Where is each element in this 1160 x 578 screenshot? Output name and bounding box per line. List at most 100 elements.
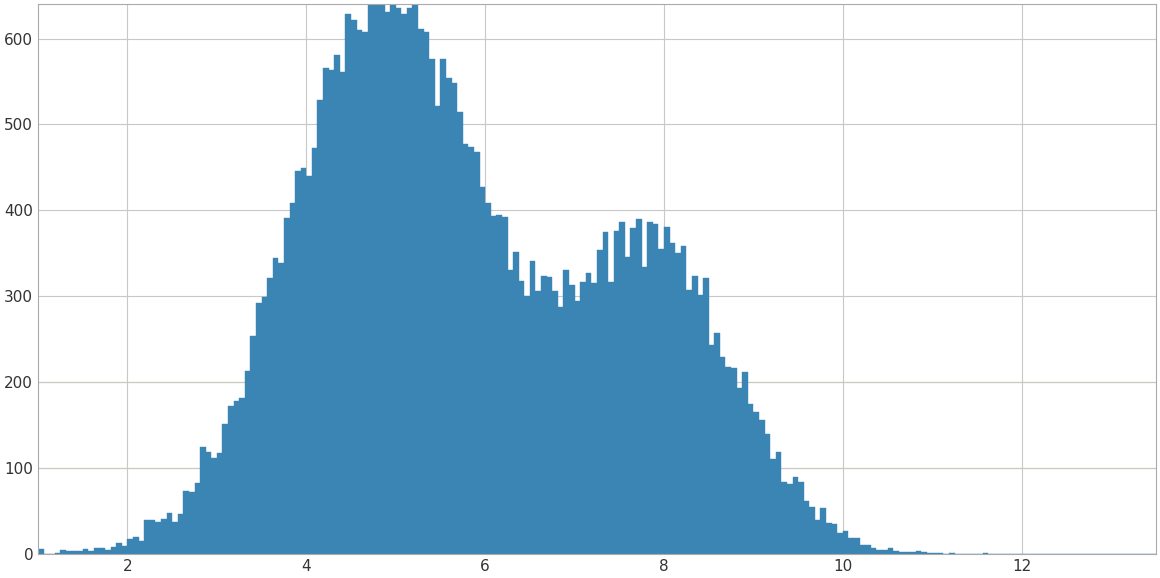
Bar [469, 147, 474, 554]
Bar [401, 14, 407, 554]
Bar [167, 513, 172, 554]
Bar [55, 553, 60, 554]
Bar [759, 420, 764, 554]
Bar [362, 32, 368, 554]
Bar [245, 371, 251, 554]
Bar [709, 345, 715, 554]
Bar [933, 553, 938, 554]
Bar [413, 0, 418, 554]
Bar [155, 522, 161, 554]
Bar [669, 243, 675, 554]
Bar [390, 2, 396, 554]
Bar [725, 366, 731, 554]
Bar [882, 550, 887, 554]
Bar [340, 72, 346, 554]
Bar [251, 336, 256, 554]
Bar [580, 281, 586, 554]
Bar [161, 518, 167, 554]
Bar [552, 291, 558, 554]
Bar [88, 551, 94, 554]
Bar [810, 507, 815, 554]
Bar [324, 68, 328, 554]
Bar [300, 168, 306, 554]
Bar [921, 552, 927, 554]
Bar [139, 541, 144, 554]
Bar [491, 216, 496, 554]
Bar [983, 553, 988, 554]
Bar [295, 171, 300, 554]
Bar [82, 549, 88, 554]
Bar [536, 291, 541, 554]
Bar [133, 537, 139, 554]
Bar [229, 406, 233, 554]
Bar [290, 203, 295, 554]
Bar [312, 147, 318, 554]
Bar [636, 219, 641, 554]
Bar [177, 514, 183, 554]
Bar [72, 550, 78, 554]
Bar [570, 285, 574, 554]
Bar [909, 552, 915, 554]
Bar [927, 553, 933, 554]
Bar [843, 531, 848, 554]
Bar [697, 295, 703, 554]
Bar [748, 405, 754, 554]
Bar [223, 424, 229, 554]
Bar [703, 278, 709, 554]
Bar [306, 176, 312, 554]
Bar [625, 257, 631, 554]
Bar [815, 520, 820, 554]
Bar [887, 548, 893, 554]
Bar [742, 372, 748, 554]
Bar [356, 30, 362, 554]
Bar [485, 203, 491, 554]
Bar [659, 249, 664, 554]
Bar [647, 223, 653, 554]
Bar [239, 398, 245, 554]
Bar [496, 216, 502, 554]
Bar [451, 83, 457, 554]
Bar [826, 523, 832, 554]
Bar [513, 251, 519, 554]
Bar [172, 522, 177, 554]
Bar [262, 297, 267, 554]
Bar [641, 267, 647, 554]
Bar [865, 544, 871, 554]
Bar [502, 217, 508, 554]
Bar [693, 276, 697, 554]
Bar [754, 412, 759, 554]
Bar [201, 447, 205, 554]
Bar [541, 276, 546, 554]
Bar [838, 533, 843, 554]
Bar [256, 303, 262, 554]
Bar [764, 434, 770, 554]
Bar [284, 218, 290, 554]
Bar [211, 458, 217, 554]
Bar [820, 507, 826, 554]
Bar [558, 307, 564, 554]
Bar [770, 460, 776, 554]
Bar [653, 224, 659, 554]
Bar [189, 492, 195, 554]
Bar [720, 357, 725, 554]
Bar [524, 297, 530, 554]
Bar [217, 453, 223, 554]
Bar [418, 29, 423, 554]
Bar [905, 552, 909, 554]
Bar [318, 99, 324, 554]
Bar [938, 553, 943, 554]
Bar [385, 12, 390, 554]
Bar [614, 231, 619, 554]
Bar [435, 106, 441, 554]
Bar [530, 261, 536, 554]
Bar [832, 524, 838, 554]
Bar [715, 333, 720, 554]
Bar [675, 253, 681, 554]
Bar [681, 246, 687, 554]
Bar [328, 71, 334, 554]
Bar [664, 227, 669, 554]
Bar [128, 539, 133, 554]
Bar [278, 263, 284, 554]
Bar [737, 388, 742, 554]
Bar [94, 548, 100, 554]
